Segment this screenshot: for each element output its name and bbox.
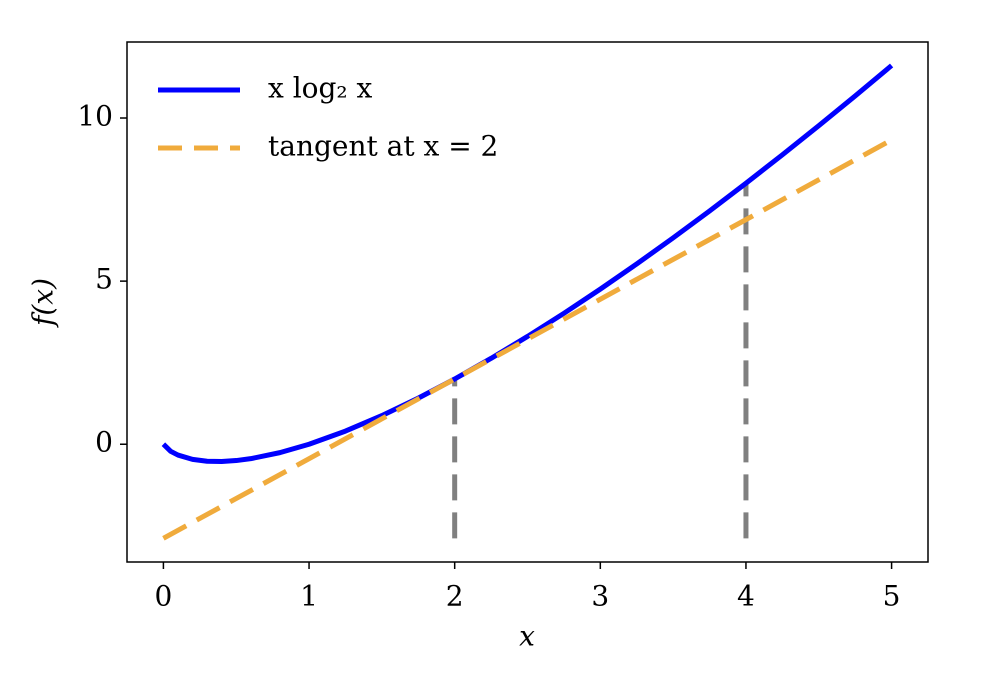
x-tick-label: 4 [737, 580, 755, 613]
x-tick-label: 5 [883, 580, 901, 613]
y-tick-label: 5 [95, 263, 113, 296]
y-tick-label: 0 [95, 426, 113, 459]
y-axis-label: f(x) [27, 278, 60, 328]
plot-frame [126, 41, 929, 563]
x-tick-label: 2 [446, 580, 464, 613]
x-tick-label: 3 [591, 580, 609, 613]
y-tick-label: 10 [77, 100, 113, 133]
x-axis-label: x [519, 620, 535, 653]
x-tick-label: 1 [300, 580, 318, 613]
legend-label: x log₂ x [268, 72, 373, 105]
series-line [162, 137, 893, 541]
legend-label: tangent at x = 2 [268, 130, 498, 163]
series-line [161, 63, 894, 464]
x-tick-label: 0 [154, 580, 172, 613]
